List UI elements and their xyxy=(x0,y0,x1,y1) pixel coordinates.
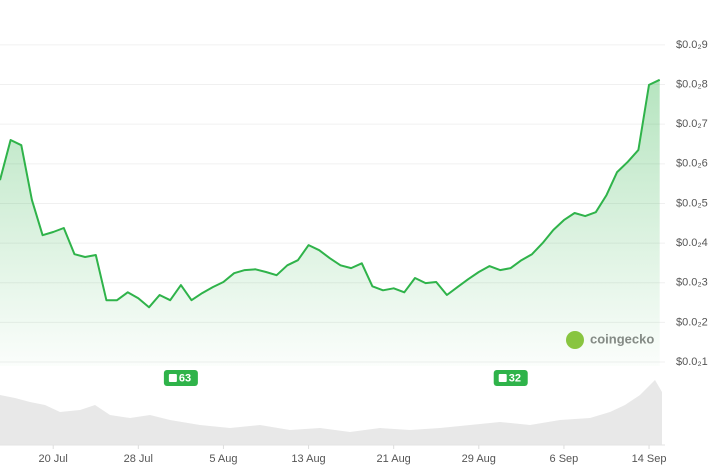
y-tick-label: $0.0₂7 xyxy=(676,118,708,130)
annotation-badge: 63 xyxy=(163,370,198,386)
x-tick-label: 29 Aug xyxy=(462,453,496,465)
badge-icon xyxy=(168,374,177,382)
badge-icon xyxy=(498,374,507,382)
y-tick-label: $0.0₂2 xyxy=(676,316,708,328)
x-tick-label: 13 Aug xyxy=(291,453,325,465)
badge-label: 63 xyxy=(179,372,191,384)
x-tick-label: 20 Jul xyxy=(39,453,68,465)
x-tick-label: 14 Sep xyxy=(632,453,667,465)
y-tick-label: $0.0₂8 xyxy=(676,78,708,90)
x-tick-label: 6 Sep xyxy=(550,453,579,465)
x-tick-label: 5 Aug xyxy=(209,453,237,465)
price-line xyxy=(0,78,661,309)
y-tick-label: $0.0₂1 xyxy=(676,356,708,368)
x-tick-label: 21 Aug xyxy=(377,453,411,465)
y-tick-label: $0.0₂3 xyxy=(676,277,708,289)
x-tick-label: 28 Jul xyxy=(124,453,153,465)
area xyxy=(0,79,660,367)
volume-area xyxy=(0,380,662,445)
y-tick-label: $0.0₂6 xyxy=(676,158,708,170)
badge-label: 32 xyxy=(509,372,521,384)
y-tick-label: $0.0₂5 xyxy=(676,197,708,209)
y-tick-label: $0.0₂4 xyxy=(676,237,708,249)
annotation-badge: 32 xyxy=(493,370,528,386)
y-tick-label: $0.0₂9 xyxy=(676,39,708,51)
